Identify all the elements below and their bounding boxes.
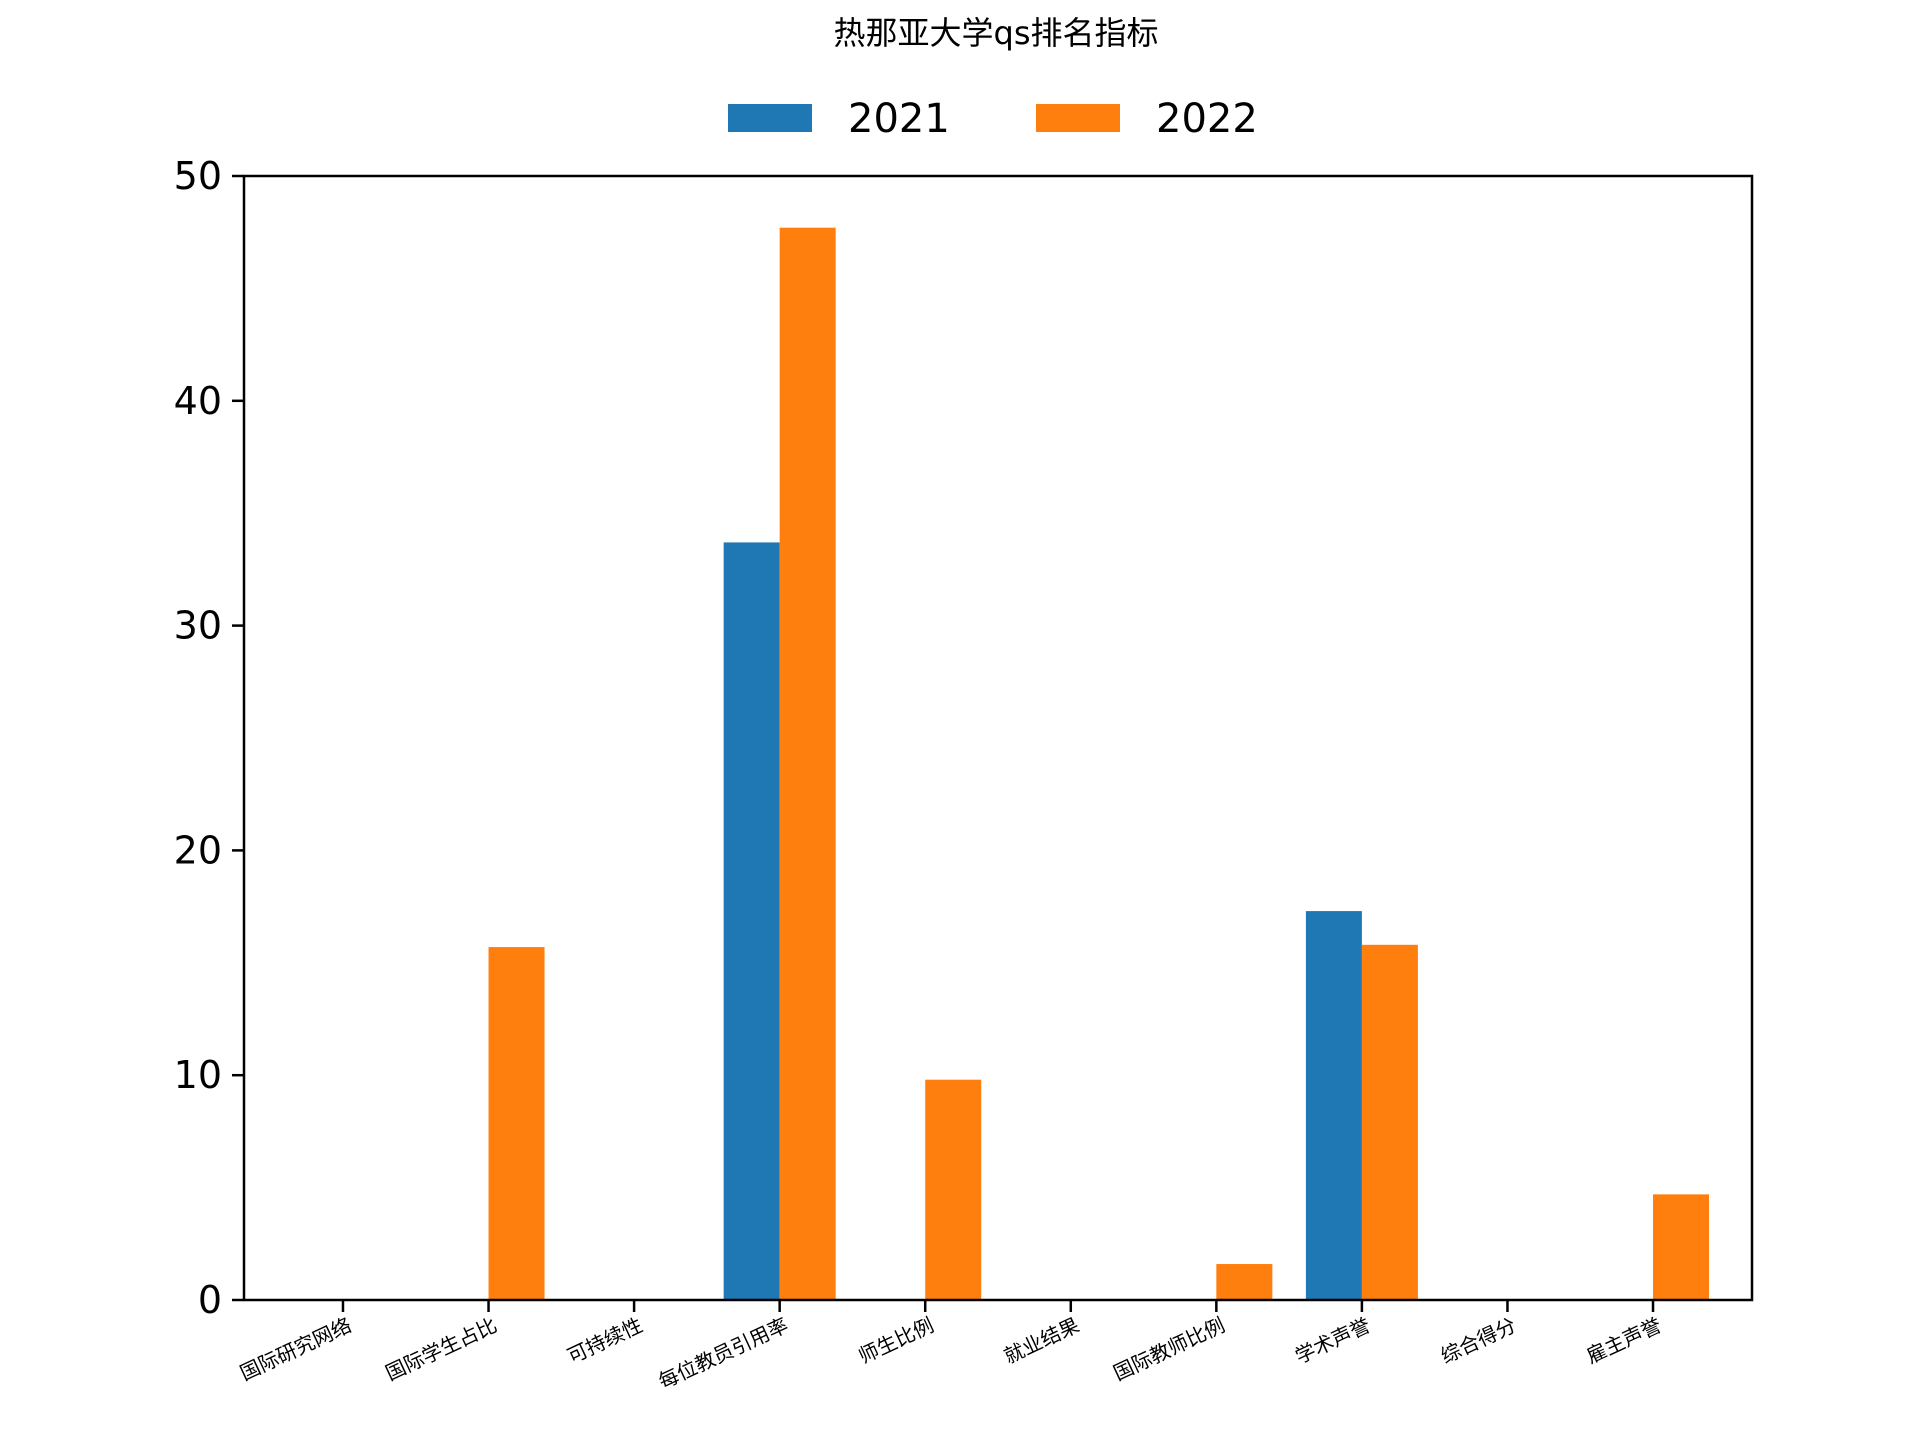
legend-swatch-2022 xyxy=(1036,104,1120,132)
y-tick-label: 50 xyxy=(174,154,222,198)
bar-2022-师生比例 xyxy=(925,1079,982,1300)
bar-2022-学术声誉 xyxy=(1361,944,1418,1300)
y-tick-label: 40 xyxy=(174,379,222,423)
legend-label-2021: 2021 xyxy=(848,96,950,142)
y-tick-label: 0 xyxy=(198,1278,222,1322)
x-tick-label: 师生比例 xyxy=(855,1313,938,1369)
y-tick-label: 10 xyxy=(174,1053,222,1097)
legend: 2021 2022 xyxy=(728,96,1258,142)
x-axis: 国际研究网络 国际学生占比 可持续性 每位教员引用率 师生比例 就业结果 国际教师比例 学术声… xyxy=(236,1300,1665,1394)
bar-2021-每位教员引用率 xyxy=(723,542,780,1300)
x-tick-label: 综合得分 xyxy=(1437,1313,1520,1369)
x-tick-label: 国际学生占比 xyxy=(382,1313,501,1385)
legend-swatch-2021 xyxy=(728,104,812,132)
bar-2022-每位教员引用率 xyxy=(779,227,836,1301)
x-tick-label: 可持续性 xyxy=(564,1313,647,1369)
plot-frame xyxy=(242,174,1754,1302)
x-tick-label: 就业结果 xyxy=(1000,1313,1083,1369)
x-tick-label: 每位教员引用率 xyxy=(655,1313,792,1394)
bar-2021-学术声誉 xyxy=(1305,911,1362,1300)
bar-2022-国际学生占比 xyxy=(488,947,545,1300)
y-tick-label: 30 xyxy=(174,604,222,648)
x-tick-label: 国际研究网络 xyxy=(236,1313,355,1385)
y-axis: 0 10 20 30 40 50 xyxy=(174,154,244,1322)
x-tick-label: 雇主声誉 xyxy=(1582,1313,1665,1369)
bar-2022-雇主声誉 xyxy=(1653,1194,1710,1300)
x-tick-label: 国际教师比例 xyxy=(1110,1313,1229,1385)
y-tick-label: 20 xyxy=(174,828,222,872)
legend-label-2022: 2022 xyxy=(1156,96,1258,142)
bars xyxy=(488,227,1710,1301)
bar-2022-国际教师比例 xyxy=(1216,1264,1273,1300)
x-tick-label: 学术声誉 xyxy=(1291,1313,1374,1369)
chart-title: 热那亚大学qs排名指标 xyxy=(834,14,1159,52)
